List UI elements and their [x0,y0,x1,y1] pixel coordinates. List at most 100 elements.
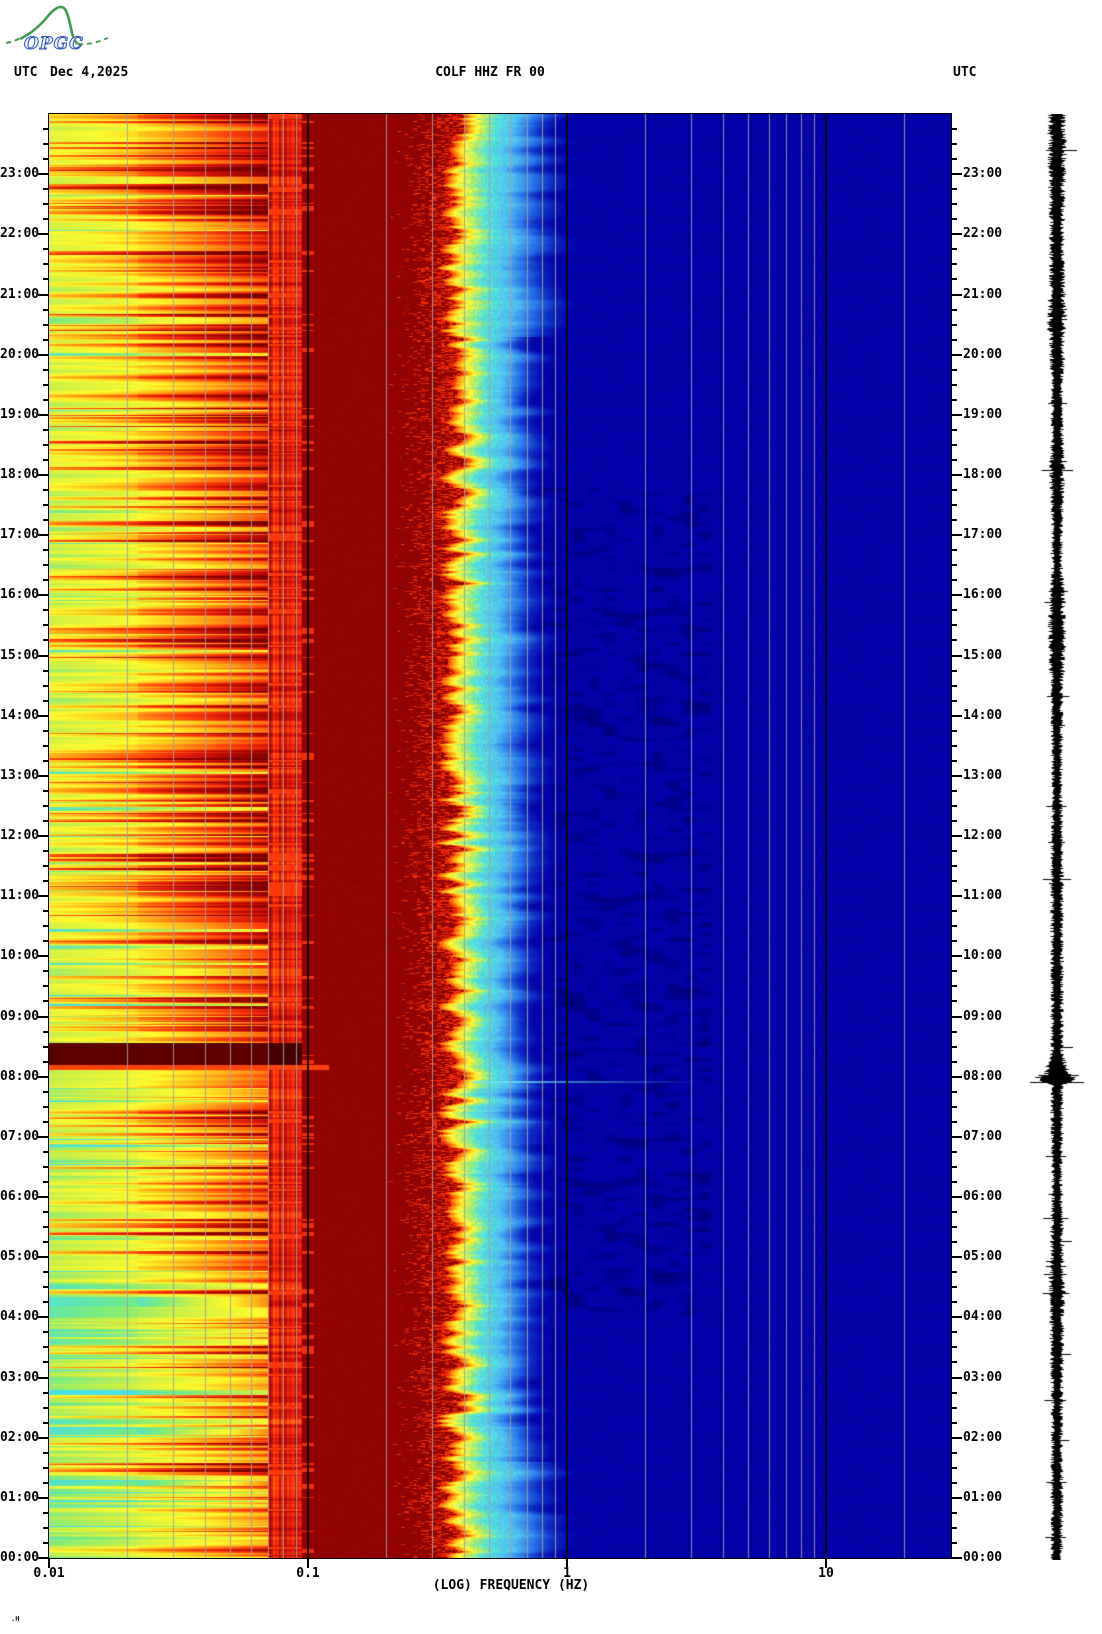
time-tick-left [43,1150,49,1153]
time-tick-left [43,1331,49,1334]
time-tick-right [951,654,962,657]
time-tick-right [951,1391,957,1394]
time-tick-right [951,549,957,552]
time-label-right: 08:00 [963,1068,1003,1084]
time-tick-left [43,338,49,341]
time-tick-left [43,489,49,492]
time-tick-left [43,218,49,221]
time-tick-right [951,1090,957,1093]
time-label-left: 17:00 [0,527,40,543]
time-tick-right [951,835,962,837]
time-tick-right [951,323,957,326]
time-tick-left [43,398,49,401]
time-tick-left [43,729,49,732]
time-tick-left [43,1391,49,1394]
time-tick-left [43,699,49,702]
time-tick-right [951,368,957,371]
time-tick-right [951,519,957,522]
time-tick-left [43,1526,49,1529]
time-tick-left [43,669,49,672]
time-tick-left [38,1075,49,1078]
time-tick-right [951,158,957,161]
time-label-left: 07:00 [0,1128,40,1144]
time-label-left: 09:00 [0,1008,40,1024]
time-tick-left [43,865,49,868]
time-label-left: 10:00 [0,948,40,964]
time-tick-right [951,1526,957,1529]
time-tick-right [951,850,957,853]
logo-curve-dash-left [5,36,23,44]
time-tick-right [951,143,957,146]
time-label-right: 11:00 [963,888,1003,904]
time-tick-left [43,458,49,461]
time-tick-right [951,880,957,883]
time-tick-left [38,353,49,356]
time-tick-left [38,1496,49,1499]
time-tick-left [43,158,49,161]
time-tick-left [43,940,49,943]
time-tick-left [43,263,49,266]
time-label-right: 06:00 [963,1189,1003,1204]
station-title: COLF HHZ FR 00 [435,65,545,80]
time-tick-left [38,293,49,296]
time-tick-left [43,1286,49,1289]
time-label-left: 08:00 [0,1068,40,1084]
time-tick-left [43,519,49,522]
time-label-right: 19:00 [963,406,1003,422]
time-tick-right [951,1271,957,1274]
x-axis-title: (LOG) FREQUENCY (HZ) [432,1578,590,1593]
time-tick-left [43,1105,49,1108]
time-tick-right [951,744,957,747]
time-tick-left [43,308,49,311]
time-tick-left [43,804,49,807]
time-label-right: 13:00 [963,767,1003,783]
utc-label-right: UTC [953,65,977,80]
time-tick-right [951,1361,957,1364]
time-tick-right [951,594,962,597]
time-label-left: 02:00 [0,1429,40,1445]
time-tick-left [38,654,49,657]
time-tick-right [951,1105,957,1108]
time-tick-right [951,564,957,567]
time-tick-left [43,910,49,913]
time-label-left: 14:00 [0,707,40,723]
time-tick-left [43,1481,49,1484]
time-tick-right [951,173,962,176]
time-tick-left [43,1361,49,1364]
time-tick-right [951,925,957,928]
corner-mark: .H [11,1615,20,1623]
time-tick-right [951,895,962,898]
time-tick-left [43,1030,49,1033]
time-label-right: 00:00 [963,1550,1003,1565]
time-tick-right [951,1196,962,1198]
time-tick-right [951,639,957,642]
time-tick-left [38,1135,49,1138]
time-label-left: 23:00 [0,166,40,182]
time-tick-left [43,1346,49,1349]
time-tick-left [43,639,49,642]
time-tick-right [951,1075,962,1078]
time-tick-right [951,489,957,492]
time-tick-right [951,624,957,627]
seismogram-canvas [1012,114,1102,1560]
time-tick-left [43,323,49,326]
time-tick-left [43,1421,49,1424]
time-label-left: 21:00 [0,286,40,302]
time-tick-left [38,1196,49,1198]
time-tick-left [43,1511,49,1514]
time-tick-left [43,1000,49,1003]
time-label-right: 03:00 [963,1369,1003,1385]
time-tick-left [43,1120,49,1123]
time-tick-right [951,233,962,236]
time-tick-left [38,413,49,416]
time-tick-right [951,789,957,792]
time-label-left: 22:00 [0,226,40,242]
time-tick-right [951,1211,957,1214]
time-tick-right [951,729,957,732]
time-label-right: 07:00 [963,1128,1003,1144]
time-tick-left [38,233,49,236]
time-tick-right [951,398,957,401]
time-tick-right [951,1226,957,1229]
time-tick-right [951,759,957,762]
